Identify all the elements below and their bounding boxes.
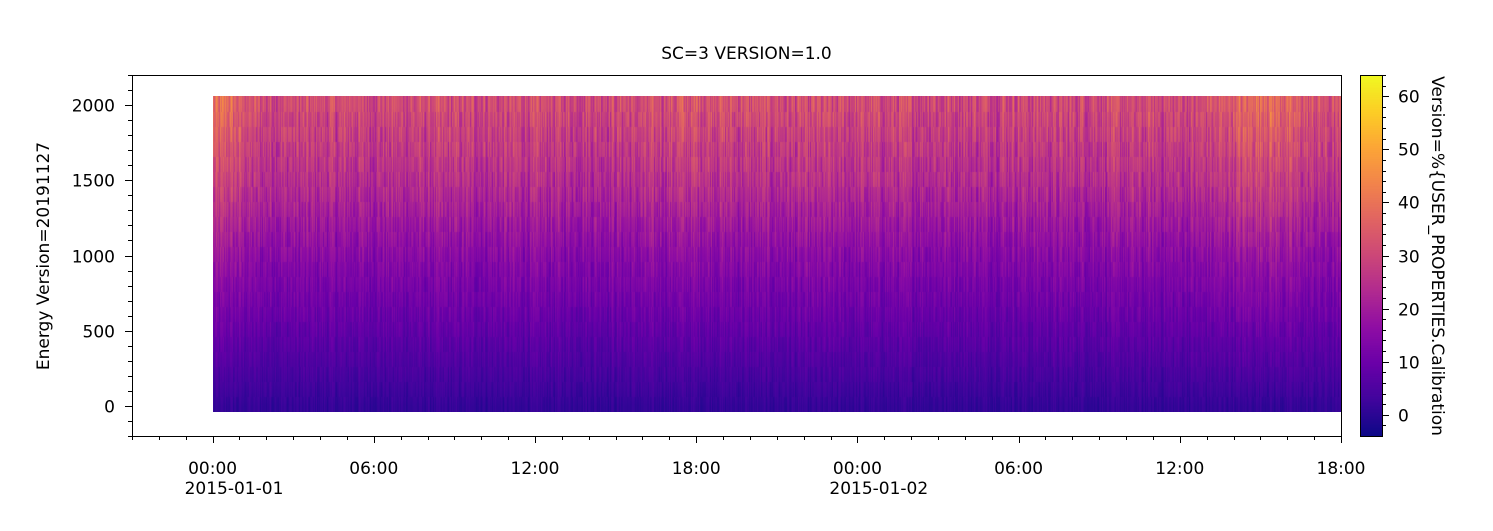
colorbar-tick-label: 50 (1398, 141, 1420, 161)
colorbar-tick-label: 30 (1398, 248, 1420, 268)
page-title: SC=3 VERSION=1.0 (661, 44, 832, 64)
x-tick-label: 00:00 (833, 459, 882, 479)
y-tick-label: 1000 (72, 248, 115, 268)
y-axis: 0 500 1000 1500 2000 (72, 75, 132, 437)
x-tick-label: 18:00 (1317, 459, 1366, 479)
y-tick-label: 500 (83, 323, 115, 343)
plot-frame (132, 75, 1342, 437)
x-date-label: 2015-01-02 (829, 479, 928, 499)
x-tick-label: 18:00 (672, 459, 721, 479)
colorbar-gradient (1360, 75, 1382, 436)
colorbar-tick-label: 10 (1398, 354, 1420, 374)
colorbar-axis: 0 10 20 30 40 50 60 (1382, 75, 1420, 427)
colorbar-tick-label: 60 (1398, 88, 1420, 108)
y-tick-label: 2000 (72, 97, 115, 117)
x-tick-label: 12:00 (1155, 459, 1204, 479)
y-tick-label: 1500 (72, 172, 115, 192)
y-tick-label: 0 (104, 398, 115, 418)
x-tick-label: 12:00 (511, 459, 560, 479)
colorbar-tick-label: 0 (1398, 407, 1409, 427)
x-tick-label: 06:00 (994, 459, 1043, 479)
spectrogram-heatmap (213, 96, 1341, 412)
x-tick-label: 06:00 (349, 459, 398, 479)
x-date-label: 2015-01-01 (185, 479, 284, 499)
x-tick-label: 00:00 (188, 459, 237, 479)
colorbar-tick-label: 20 (1398, 301, 1420, 321)
colorbar-tick-label: 40 (1398, 194, 1420, 214)
